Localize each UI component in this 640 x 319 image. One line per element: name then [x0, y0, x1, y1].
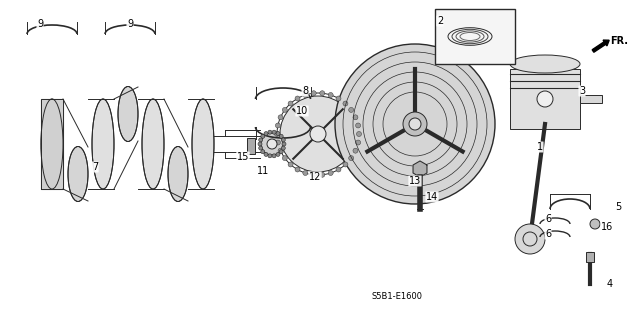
Circle shape: [261, 150, 265, 154]
Ellipse shape: [409, 118, 421, 130]
Text: 11: 11: [257, 166, 269, 176]
Circle shape: [295, 167, 300, 172]
Text: 10: 10: [296, 106, 308, 116]
Circle shape: [268, 130, 272, 134]
Polygon shape: [41, 99, 63, 189]
Text: 14: 14: [426, 192, 438, 202]
Text: 9: 9: [37, 19, 43, 29]
Circle shape: [343, 162, 348, 167]
Ellipse shape: [41, 99, 63, 189]
Text: S5B1-E1600: S5B1-E1600: [371, 292, 422, 301]
Bar: [580, 95, 602, 103]
Text: 15: 15: [237, 152, 249, 162]
Circle shape: [311, 172, 316, 177]
Circle shape: [353, 148, 358, 153]
Circle shape: [303, 170, 308, 175]
Circle shape: [288, 162, 293, 167]
Ellipse shape: [118, 86, 138, 142]
Text: 16: 16: [601, 222, 613, 232]
Circle shape: [320, 91, 324, 96]
Circle shape: [272, 154, 276, 158]
Circle shape: [328, 170, 333, 175]
Text: 5: 5: [615, 202, 621, 212]
Circle shape: [275, 140, 280, 145]
Text: 3: 3: [579, 86, 585, 96]
Circle shape: [353, 115, 358, 120]
Text: 7: 7: [92, 162, 98, 172]
Circle shape: [590, 219, 600, 229]
Circle shape: [349, 108, 354, 112]
Circle shape: [336, 96, 341, 101]
Ellipse shape: [510, 55, 580, 73]
Circle shape: [281, 138, 285, 142]
Bar: [510, 69, 580, 129]
Circle shape: [320, 172, 324, 177]
Text: 8: 8: [302, 86, 308, 96]
Circle shape: [281, 146, 285, 150]
Circle shape: [356, 123, 360, 128]
Polygon shape: [413, 161, 427, 177]
Circle shape: [336, 167, 341, 172]
Text: 9: 9: [127, 19, 133, 29]
Ellipse shape: [142, 99, 164, 189]
Ellipse shape: [537, 91, 553, 107]
FancyArrow shape: [592, 40, 609, 52]
Ellipse shape: [267, 139, 277, 149]
Text: 4: 4: [607, 279, 613, 289]
Circle shape: [276, 152, 280, 156]
Ellipse shape: [515, 224, 545, 254]
Bar: [247, 138, 255, 154]
Circle shape: [356, 140, 360, 145]
Circle shape: [328, 93, 333, 98]
Text: 1: 1: [537, 142, 543, 152]
Text: 2: 2: [437, 16, 443, 26]
Circle shape: [258, 142, 262, 146]
Circle shape: [272, 130, 276, 134]
Bar: [435, 9, 515, 64]
Ellipse shape: [335, 44, 495, 204]
Circle shape: [259, 146, 263, 150]
Ellipse shape: [168, 146, 188, 202]
Circle shape: [268, 154, 272, 158]
Circle shape: [282, 156, 287, 160]
Ellipse shape: [68, 146, 88, 202]
Circle shape: [279, 134, 283, 138]
Ellipse shape: [280, 96, 356, 172]
Circle shape: [278, 148, 283, 153]
Text: 6: 6: [545, 214, 551, 224]
Circle shape: [264, 132, 268, 136]
Text: 13: 13: [409, 176, 421, 186]
Circle shape: [356, 131, 362, 137]
Text: FR.: FR.: [610, 36, 628, 46]
Ellipse shape: [310, 126, 326, 142]
Circle shape: [279, 150, 283, 154]
Circle shape: [303, 93, 308, 98]
Circle shape: [276, 132, 280, 136]
Text: 6: 6: [545, 229, 551, 239]
Circle shape: [311, 91, 316, 96]
Circle shape: [278, 115, 283, 120]
Ellipse shape: [92, 99, 114, 189]
Circle shape: [282, 142, 286, 146]
Circle shape: [261, 134, 265, 138]
Circle shape: [264, 152, 268, 156]
Circle shape: [259, 138, 263, 142]
Circle shape: [282, 108, 287, 112]
Bar: [586, 252, 594, 262]
Circle shape: [343, 101, 348, 106]
Text: 12: 12: [309, 172, 321, 182]
Circle shape: [275, 123, 280, 128]
Ellipse shape: [261, 133, 283, 155]
Circle shape: [275, 131, 280, 137]
Circle shape: [295, 96, 300, 101]
Ellipse shape: [403, 112, 427, 136]
Circle shape: [349, 156, 354, 160]
Circle shape: [288, 101, 293, 106]
Ellipse shape: [192, 99, 214, 189]
